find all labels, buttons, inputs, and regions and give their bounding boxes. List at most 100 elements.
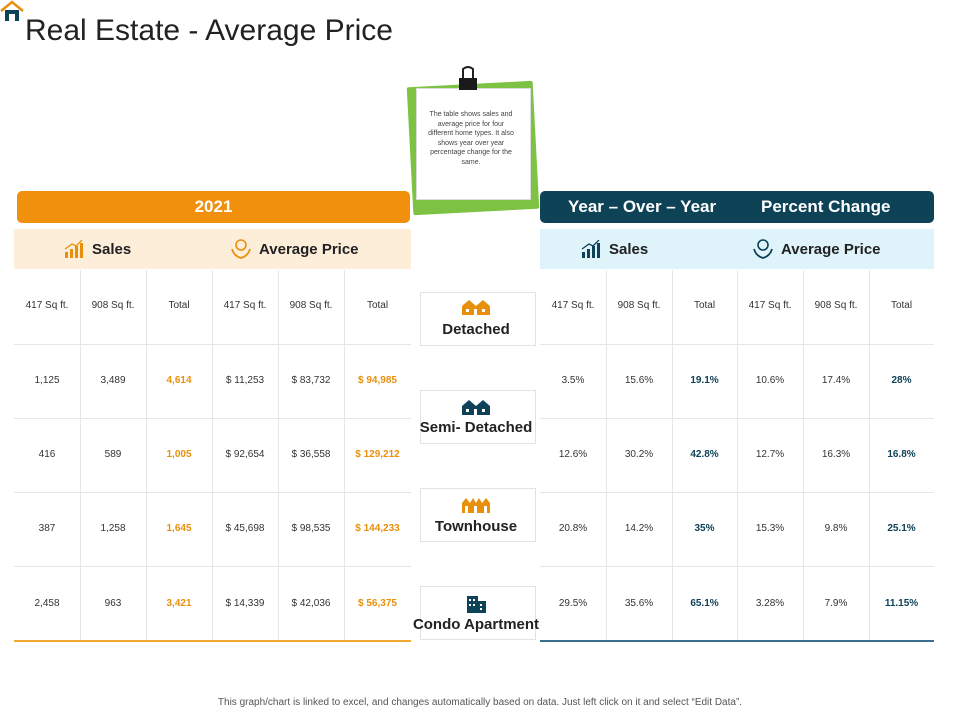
- table-cell: 35.6%: [624, 598, 654, 609]
- col-header: Total: [366, 300, 389, 311]
- info-note: [416, 88, 531, 200]
- table-cell: $ 14,339: [225, 598, 265, 609]
- year-2021-header: 2021: [17, 191, 410, 223]
- right-table-bottom-rule: [540, 640, 934, 642]
- type-box-townhouse: [420, 488, 536, 542]
- col-header: 417 Sq ft.: [25, 300, 69, 311]
- table-cell: 12.7%: [755, 449, 785, 460]
- table-cell-total: 19.1%: [690, 375, 719, 386]
- table-cell-total: 35%: [694, 523, 715, 534]
- table-cell-total: 1,005: [166, 449, 192, 460]
- table-cell: 16.3%: [821, 449, 851, 460]
- table-cell-total: $ 144,233: [355, 523, 400, 534]
- col-header: 908 Sq ft.: [617, 300, 661, 311]
- left-subheader: Sales Average Price: [14, 229, 411, 269]
- table-cell: 30.2%: [624, 449, 654, 460]
- col-divider: [212, 270, 213, 640]
- col-header: 908 Sq ft.: [814, 300, 858, 311]
- col-divider: [606, 270, 607, 640]
- col-header: 908 Sq ft.: [289, 300, 333, 311]
- table-cell-total: 16.8%: [887, 449, 916, 460]
- detached-house-icon: [462, 300, 490, 315]
- table-cell: 3.5%: [561, 375, 585, 386]
- type-label-condo: Condo Apartment: [412, 616, 540, 633]
- table-cell: 12.6%: [558, 449, 588, 460]
- table-cell: 15.3%: [755, 523, 785, 534]
- col-divider: [146, 270, 147, 640]
- table-cell-total: 1,645: [166, 523, 192, 534]
- table-cell: $ 92,654: [225, 449, 265, 460]
- table-cell: $ 83,732: [291, 375, 331, 386]
- table-cell: $ 45,698: [225, 523, 265, 534]
- col-header: Total: [693, 300, 716, 311]
- table-cell: 1,258: [100, 523, 126, 534]
- col-divider: [80, 270, 81, 640]
- col-header: Total: [168, 300, 190, 311]
- note-text: The table shows sales and average price …: [428, 111, 514, 166]
- table-cell: 9.8%: [824, 523, 848, 534]
- table-cell-total: $ 56,375: [358, 598, 397, 609]
- col-header: 417 Sq ft.: [551, 300, 595, 311]
- table-cell-total: 3,421: [166, 598, 192, 609]
- table-cell: 3,489: [100, 375, 126, 386]
- table-cell-total: 25.1%: [887, 523, 916, 534]
- left-sales-label: Sales: [92, 240, 132, 258]
- right-avg-heading: Average Price: [753, 229, 881, 269]
- col-header: 417 Sq ft.: [223, 300, 267, 311]
- type-box-semi-detached: [420, 390, 536, 444]
- table-cell: $ 11,253: [225, 375, 265, 386]
- col-divider: [278, 270, 279, 640]
- table-cell: 29.5%: [558, 598, 588, 609]
- right-sales-heading: Sales: [581, 229, 648, 269]
- left-sales-heading: Sales: [64, 229, 131, 269]
- table-cell: 15.6%: [624, 375, 654, 386]
- table-cell-total: 4,614: [166, 375, 192, 386]
- table-cell: 2,458: [34, 598, 60, 609]
- money-hand-icon: [753, 239, 773, 259]
- col-header: 908 Sq ft.: [91, 300, 135, 311]
- table-cell-total: $ 94,985: [358, 375, 397, 386]
- right-subheader: Sales Average Price: [540, 229, 934, 269]
- table-cell: 963: [104, 598, 122, 609]
- bar-growth-icon: [581, 240, 600, 258]
- col-divider: [344, 270, 345, 640]
- money-hand-icon: [231, 239, 251, 259]
- table-cell: 7.9%: [824, 598, 848, 609]
- col-divider: [672, 270, 673, 640]
- percent-change-label: Percent Change: [761, 197, 891, 216]
- type-box-detached: [420, 292, 536, 346]
- table-cell-total: 28%: [891, 375, 912, 386]
- table-cell: 10.6%: [755, 375, 785, 386]
- col-header: 417 Sq ft.: [748, 300, 792, 311]
- col-divider: [869, 270, 870, 640]
- left-table-bottom-rule: [14, 640, 411, 642]
- table-cell: $ 42,036: [291, 598, 331, 609]
- right-sales-label: Sales: [609, 240, 649, 258]
- house-logo-icon: [0, 0, 24, 21]
- col-divider: [737, 270, 738, 640]
- table-cell: 589: [104, 449, 122, 460]
- type-label-detached: Detached: [442, 321, 510, 338]
- col-divider: [803, 270, 804, 640]
- table-cell: $ 36,558: [291, 449, 331, 460]
- yoy-label: Year – Over – Year: [568, 197, 717, 216]
- footer-note: This graph/chart is linked to excel, and…: [217, 697, 743, 708]
- type-label-semi-detached: Semi- Detached: [419, 419, 533, 436]
- semi-detached-house-icon: [462, 400, 490, 415]
- table-cell-total: $ 129,212: [355, 449, 400, 460]
- right-avg-label: Average Price: [781, 240, 881, 258]
- table-cell: 3.28%: [755, 598, 785, 609]
- townhouse-icon: [462, 498, 490, 513]
- binder-clip-icon: [459, 66, 477, 90]
- page-title: Real Estate - Average Price: [25, 14, 393, 47]
- left-avg-heading: Average Price: [231, 229, 359, 269]
- bar-growth-icon: [64, 240, 83, 258]
- table-cell-total: 65.1%: [690, 598, 719, 609]
- table-cell: 387: [38, 523, 56, 534]
- year-label: 2021: [194, 197, 233, 216]
- table-cell: 1,125: [34, 375, 60, 386]
- table-cell: 20.8%: [558, 523, 588, 534]
- left-avg-label: Average Price: [259, 240, 359, 258]
- table-cell: $ 98,535: [291, 523, 331, 534]
- type-box-condo: [420, 586, 536, 640]
